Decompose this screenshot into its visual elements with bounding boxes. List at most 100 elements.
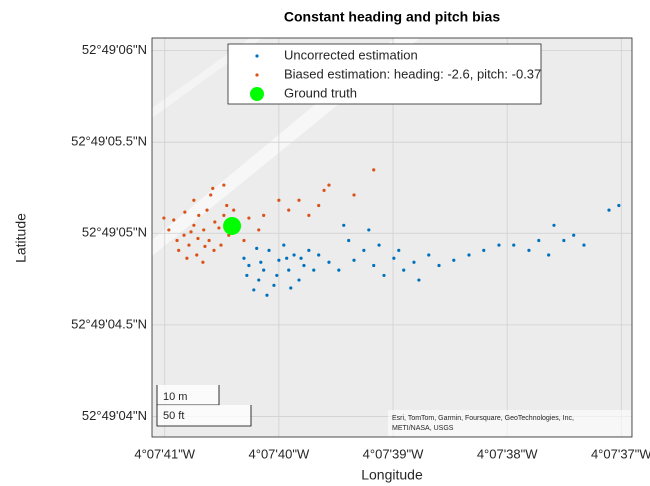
scatter-point — [177, 249, 180, 252]
scatter-point — [275, 274, 278, 277]
scatter-point — [497, 243, 500, 246]
scatter-point — [213, 220, 216, 223]
scatter-point — [219, 243, 222, 246]
y-tick-label: 52°49'04.5"N — [71, 316, 147, 331]
scatter-point — [222, 214, 225, 217]
scatter-point — [402, 269, 405, 272]
x-tick-label: 4°07'40"W — [249, 446, 310, 461]
scatter-point — [175, 239, 178, 242]
scatter-point — [223, 217, 241, 235]
scatter-point — [192, 199, 195, 202]
scatter-point — [302, 264, 305, 267]
scatter-point — [197, 214, 200, 217]
scatter-point — [222, 183, 225, 186]
scatter-point — [282, 243, 285, 246]
scatter-point — [582, 243, 585, 246]
scatter-point — [225, 204, 228, 207]
legend-label: Ground truth — [284, 85, 357, 100]
x-axis-label: Longitude — [361, 467, 423, 483]
scatter-point — [417, 278, 420, 281]
scatter-point — [372, 168, 375, 171]
scatter-point — [247, 216, 250, 219]
scatter-point — [285, 257, 288, 260]
scatter-point — [185, 257, 188, 260]
scatter-point — [299, 257, 302, 260]
scatter-point — [372, 264, 375, 267]
scatter-point — [262, 269, 265, 272]
legend-marker — [250, 87, 264, 101]
scatter-point — [412, 261, 415, 264]
legend-label: Uncorrected estimation — [284, 47, 418, 62]
scatter-point — [312, 269, 315, 272]
y-tick-label: 52°49'06"N — [82, 42, 147, 57]
scatter-point — [452, 259, 455, 262]
scatter-point — [467, 253, 470, 256]
scatter-point — [327, 183, 330, 186]
scatter-point — [397, 249, 400, 252]
scatter-point — [205, 209, 208, 212]
scatter-point — [367, 228, 370, 231]
scatter-point — [287, 209, 290, 212]
scatter-point — [259, 261, 262, 264]
scatter-point — [277, 199, 280, 202]
scatter-point — [265, 294, 268, 297]
scatter-point — [203, 245, 206, 248]
scatter-point — [255, 247, 258, 250]
scatter-point — [377, 243, 380, 246]
scatter-point — [362, 249, 365, 252]
x-tick-label: 4°07'41"W — [134, 446, 195, 461]
scatter-point — [242, 239, 245, 242]
scatter-point — [317, 204, 320, 207]
scatter-point — [232, 209, 235, 212]
scatter-point — [183, 211, 186, 214]
scatter-point — [247, 264, 250, 267]
scatter-point — [189, 230, 192, 233]
attribution: Esri, TomTom, Garmin, Foursquare, GeoTec… — [392, 415, 574, 422]
scatter-point — [437, 264, 440, 267]
legend-marker — [255, 73, 258, 76]
legend-label: Biased estimation: heading: -2.6, pitch:… — [284, 66, 541, 81]
scatter-point — [207, 239, 210, 242]
scatter-point — [196, 237, 199, 240]
attribution: METI/NASA, USGS — [392, 425, 454, 432]
scatter-point — [382, 274, 385, 277]
scatter-point — [209, 193, 212, 196]
scatter-point — [617, 204, 620, 207]
x-tick-label: 4°07'38"W — [477, 446, 538, 461]
scatter-point — [552, 224, 555, 227]
scatter-point — [342, 224, 345, 227]
y-tick-label: 52°49'05.5"N — [71, 134, 147, 149]
scatter-point — [289, 286, 292, 289]
scatter-point — [307, 249, 310, 252]
scatter-point — [212, 249, 215, 252]
scatter-point — [195, 253, 198, 256]
scatter-point — [172, 218, 175, 221]
scatter-point — [607, 209, 610, 212]
scatter-point — [242, 257, 245, 260]
scatter-point — [352, 259, 355, 262]
scatter-point — [327, 261, 330, 264]
scatter-point — [317, 253, 320, 256]
scatter-point — [392, 257, 395, 260]
scatter-point — [307, 214, 310, 217]
scatter-point — [287, 269, 290, 272]
y-axis-label: Latitude — [13, 213, 29, 263]
scatter-point — [252, 288, 255, 291]
scatter-point — [245, 274, 248, 277]
scatter-point — [537, 239, 540, 242]
scatter-point — [187, 243, 190, 246]
scatter-point — [201, 261, 204, 264]
scatter-point — [167, 228, 170, 231]
scatter-point — [277, 259, 280, 262]
scatter-point — [257, 228, 260, 231]
x-tick-label: 4°07'37"W — [591, 446, 650, 461]
scatter-point — [352, 193, 355, 196]
scatter-point — [427, 253, 430, 256]
scatter-point — [262, 214, 265, 217]
scatter-point — [297, 199, 300, 202]
scatter-point — [337, 269, 340, 272]
scatter-point — [292, 253, 295, 256]
scalebar-label: 50 ft — [163, 410, 184, 422]
scatter-point — [322, 189, 325, 192]
y-tick-label: 52°49'05"N — [82, 225, 147, 240]
